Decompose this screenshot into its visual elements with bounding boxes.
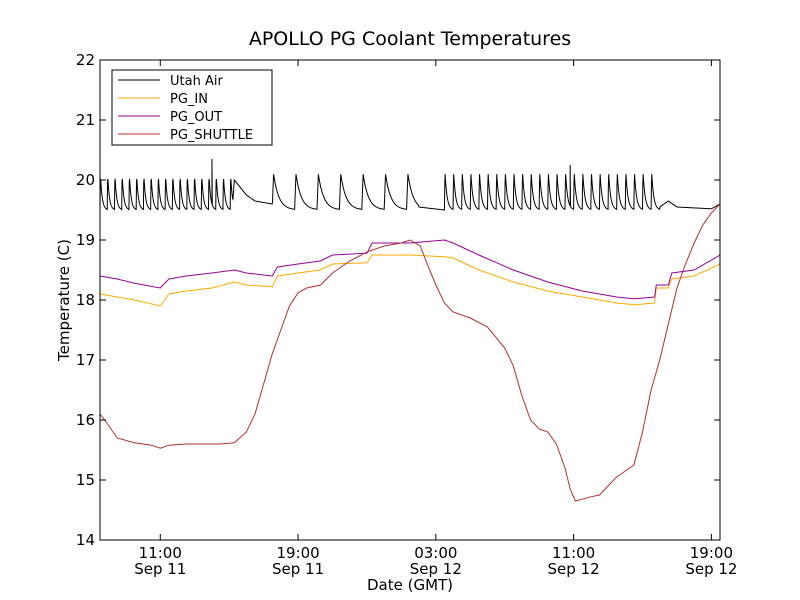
series-line-pg-out bbox=[100, 239, 720, 300]
y-tick-label: 16 bbox=[76, 411, 95, 429]
legend-label: PG_IN bbox=[170, 92, 208, 107]
y-tick-label: 19 bbox=[76, 231, 95, 249]
y-tick-label: 17 bbox=[76, 351, 95, 369]
legend-label: PG_SHUTTLE bbox=[170, 128, 253, 143]
x-tick-label-time: 03:00 bbox=[414, 544, 457, 562]
y-axis-label: Temperature (C) bbox=[55, 239, 73, 362]
x-tick-label-time: 11:00 bbox=[139, 544, 182, 562]
y-tick-label: 14 bbox=[76, 531, 95, 549]
series-line-pg-shuttle bbox=[100, 203, 720, 502]
x-tick-label-date: Sep 11 bbox=[134, 560, 186, 578]
legend-label: PG_OUT bbox=[170, 110, 222, 125]
legend: Utah Air PG_IN PG_OUT PG_SHUTTLE bbox=[111, 69, 273, 146]
y-tick-label: 20 bbox=[76, 171, 95, 189]
legend-label: Utah Air bbox=[170, 74, 223, 89]
y-tick-label: 18 bbox=[76, 291, 95, 309]
chart-title: APOLLO PG Coolant Temperatures bbox=[249, 28, 571, 50]
y-tick-label: 22 bbox=[76, 51, 95, 69]
x-tick-label-date: Sep 12 bbox=[685, 560, 737, 578]
y-tick-label: 15 bbox=[76, 471, 95, 489]
x-tick-label-date: Sep 12 bbox=[548, 560, 600, 578]
x-axis-label: Date (GMT) bbox=[367, 576, 453, 594]
x-tick-label-time: 19:00 bbox=[690, 544, 733, 562]
series-line-pg-in bbox=[100, 254, 720, 307]
x-tick-label-time: 19:00 bbox=[276, 544, 319, 562]
y-tick-label: 21 bbox=[76, 111, 95, 129]
x-tick-label-date: Sep 11 bbox=[272, 560, 324, 578]
series-line-utah-air bbox=[100, 158, 720, 211]
series-layer bbox=[100, 158, 720, 502]
legend-frame bbox=[111, 69, 273, 146]
x-tick-label-time: 11:00 bbox=[552, 544, 595, 562]
x-tick-label-date: Sep 12 bbox=[410, 560, 462, 578]
